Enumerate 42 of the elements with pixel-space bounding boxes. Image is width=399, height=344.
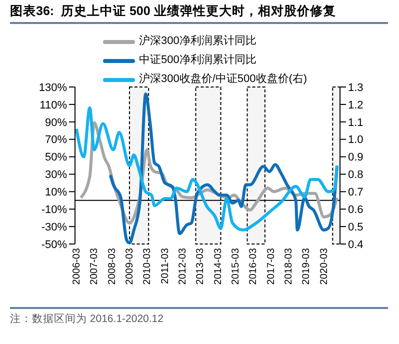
y2-tick-label: 0.8 — [348, 169, 364, 182]
y-tick-label: 110% — [40, 99, 68, 112]
x-tick-label: 2011-03 — [160, 248, 171, 284]
y2-tick-label: 0.7 — [348, 186, 364, 199]
y2-tick-label: 0.5 — [348, 221, 364, 234]
y2-tick-label: 0.6 — [348, 204, 364, 216]
y-tick-label: 10% — [44, 186, 68, 199]
y2-tick-label: 0.9 — [348, 152, 364, 164]
y-tick-label: 130% — [38, 82, 68, 94]
x-tick-label: 2017-03 — [266, 248, 277, 285]
y2-tick-label: 1.3 — [348, 82, 364, 94]
y-tick-label: -50% — [41, 238, 68, 251]
y-tick-label: -10% — [41, 204, 68, 216]
y-tick-label: 90% — [44, 116, 68, 129]
x-tick-label: 2009-03 — [124, 248, 136, 285]
legend-label: 中证500净利润累计同比 — [139, 53, 256, 68]
y-tick-label: 30% — [44, 169, 68, 182]
y2-tick-label: 1.1 — [348, 116, 364, 129]
y-tick-label: -30% — [41, 221, 68, 234]
y2-tick-label: 0.4 — [348, 238, 364, 251]
x-tick-label: 2015-03 — [230, 248, 242, 285]
y-tick-label: 70% — [44, 134, 68, 146]
x-tick-label: 2013-03 — [195, 248, 206, 285]
y2-tick-label: 1.2 — [348, 99, 364, 112]
legend-label: 沪深300收盘价/中证500收盘价(右) — [139, 72, 308, 87]
line-series — [108, 92, 339, 244]
x-tick-label: 2010-03 — [142, 248, 154, 285]
x-tick-label: 2008-03 — [106, 248, 118, 285]
chart-title: 图表36: 历史上中证 500 业绩弹性更大时，相对股价修复 — [10, 3, 336, 20]
x-tick-label: 2018-03 — [284, 248, 295, 285]
x-tick-label: 2019-03 — [301, 248, 312, 285]
x-tick-label: 2007-03 — [89, 248, 100, 285]
x-tick-label: 2020-03 — [318, 248, 330, 285]
y2-tick-label: 1.0 — [348, 134, 364, 146]
legend-label: 沪深300净利润累计同比 — [139, 34, 256, 49]
x-tick-label: 2016-03 — [248, 248, 260, 285]
y-tick-label: 50% — [44, 152, 68, 164]
line-series — [75, 106, 339, 232]
x-tick-label: 2012-03 — [178, 248, 189, 285]
x-tick-label: 2014-03 — [212, 248, 224, 285]
x-tick-label: 2006-03 — [72, 248, 83, 285]
text: 注：数据区间为 2016.1-2020.12 — [10, 312, 164, 326]
